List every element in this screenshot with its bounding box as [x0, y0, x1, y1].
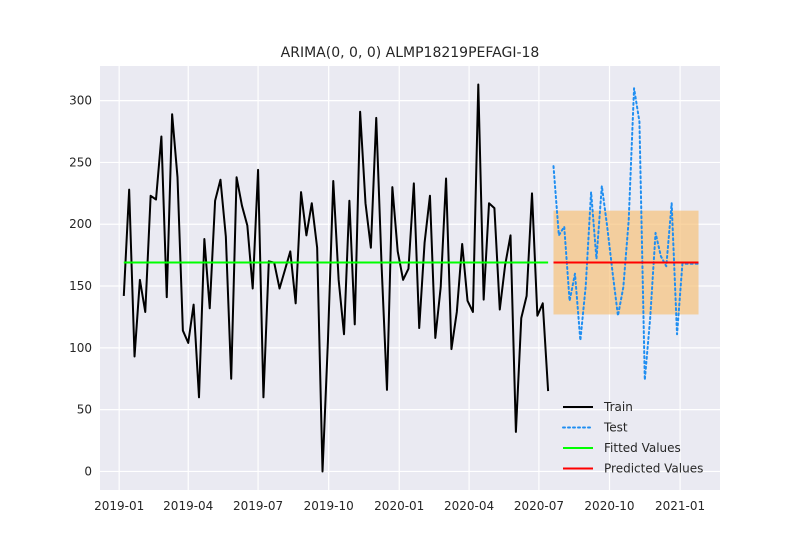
- legend-label: Predicted Values: [604, 462, 703, 476]
- y-tick-label: 250: [69, 155, 92, 169]
- x-tick-label: 2019-10: [304, 499, 354, 513]
- legend: Train Test Fitted Values Predicted Values: [562, 400, 703, 476]
- x-tick-label: 2019-04: [163, 499, 213, 513]
- y-tick-label: 100: [69, 341, 92, 355]
- y-tick-label: 0: [84, 464, 92, 478]
- legend-label: Train: [603, 400, 633, 414]
- x-tick-label: 2020-07: [514, 499, 564, 513]
- x-tick-label: 2019-01: [94, 499, 144, 513]
- x-tick-label: 2021-01: [655, 499, 705, 513]
- legend-label: Fitted Values: [604, 441, 681, 455]
- x-tick-label: 2019-07: [233, 499, 283, 513]
- y-tick-label: 200: [69, 217, 92, 231]
- series-test: [552, 87, 700, 381]
- x-tick-label: 2020-01: [374, 499, 424, 513]
- y-tick-label: 150: [69, 279, 92, 293]
- chart-title: ARIMA(0, 0, 0) ALMP18219PEFAGI-18: [281, 45, 540, 61]
- y-tick-label: 50: [77, 403, 92, 417]
- tick-labels: 2019-01 2019-04 2019-07 2019-10 2020-01 2020-…: [69, 94, 705, 513]
- x-tick-label: 2020-04: [444, 499, 494, 513]
- legend-label: Test: [603, 421, 628, 435]
- y-tick-label: 300: [69, 94, 92, 108]
- series-layer: [122, 83, 700, 473]
- series-train: [122, 83, 550, 473]
- x-tick-label: 2020-10: [584, 499, 634, 513]
